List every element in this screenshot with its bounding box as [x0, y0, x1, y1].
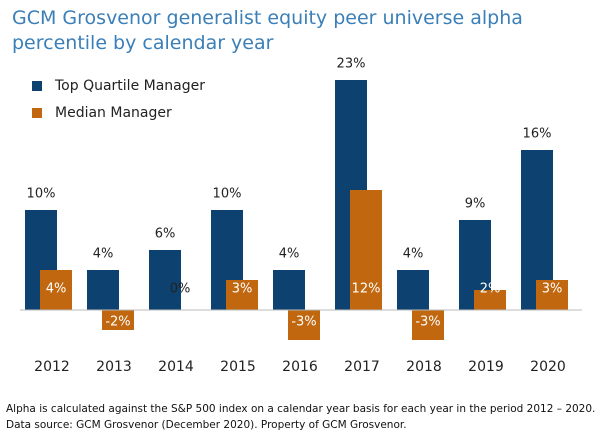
chart-title: GCM Grosvenor generalist equity peer uni… — [12, 7, 523, 54]
bar — [226, 280, 258, 310]
bar — [412, 310, 444, 340]
value-label: 0% — [170, 282, 191, 297]
value-label: 4% — [279, 247, 300, 262]
footnote: Alpha is calculated against the S&P 500 … — [6, 403, 596, 415]
x-tick-label: 2016 — [282, 359, 318, 375]
x-tick-label: 2018 — [406, 359, 442, 375]
bar — [87, 270, 119, 310]
value-label: 3% — [232, 282, 253, 297]
value-label: 23% — [337, 57, 366, 72]
x-tick-label: 2014 — [158, 359, 194, 375]
legend-label: Median Manager — [55, 105, 172, 121]
chart: Top Quartile Manager Median Manager 10% 4% 2… — [20, 57, 582, 375]
legend-swatch — [32, 81, 42, 91]
value-label: 4% — [46, 282, 67, 297]
x-tick-label: 2020 — [530, 359, 566, 375]
value-label: -3% — [291, 315, 316, 330]
bar — [40, 270, 72, 310]
x-tick-label: 2012 — [34, 359, 70, 375]
x-tick-label: 2017 — [344, 359, 380, 375]
value-label: 6% — [155, 227, 176, 242]
bar — [149, 250, 181, 310]
value-label: -2% — [105, 315, 130, 330]
x-tick-label: 2015 — [220, 359, 256, 375]
value-label: 3% — [542, 282, 563, 297]
legend-label: Top Quartile Manager — [54, 78, 205, 94]
value-label: 9% — [465, 197, 486, 212]
bar — [536, 280, 568, 310]
legend-swatch — [32, 108, 42, 118]
bar — [350, 190, 382, 310]
x-tick-label: 2013 — [96, 359, 132, 375]
bar — [102, 310, 134, 330]
bar — [474, 290, 506, 310]
x-tick-label: 2019 — [468, 359, 504, 375]
value-label: -3% — [415, 315, 440, 330]
value-label: 10% — [27, 187, 56, 202]
value-label: 4% — [93, 247, 114, 262]
value-label: 2% — [480, 282, 501, 297]
bar — [288, 310, 320, 340]
value-label: 4% — [403, 247, 424, 262]
bar — [273, 270, 305, 310]
value-label: 10% — [213, 187, 242, 202]
value-label: 12% — [352, 282, 381, 297]
footnote: Data source: GCM Grosvenor (December 202… — [6, 419, 407, 431]
value-label: 16% — [523, 127, 552, 142]
bar — [397, 270, 429, 310]
